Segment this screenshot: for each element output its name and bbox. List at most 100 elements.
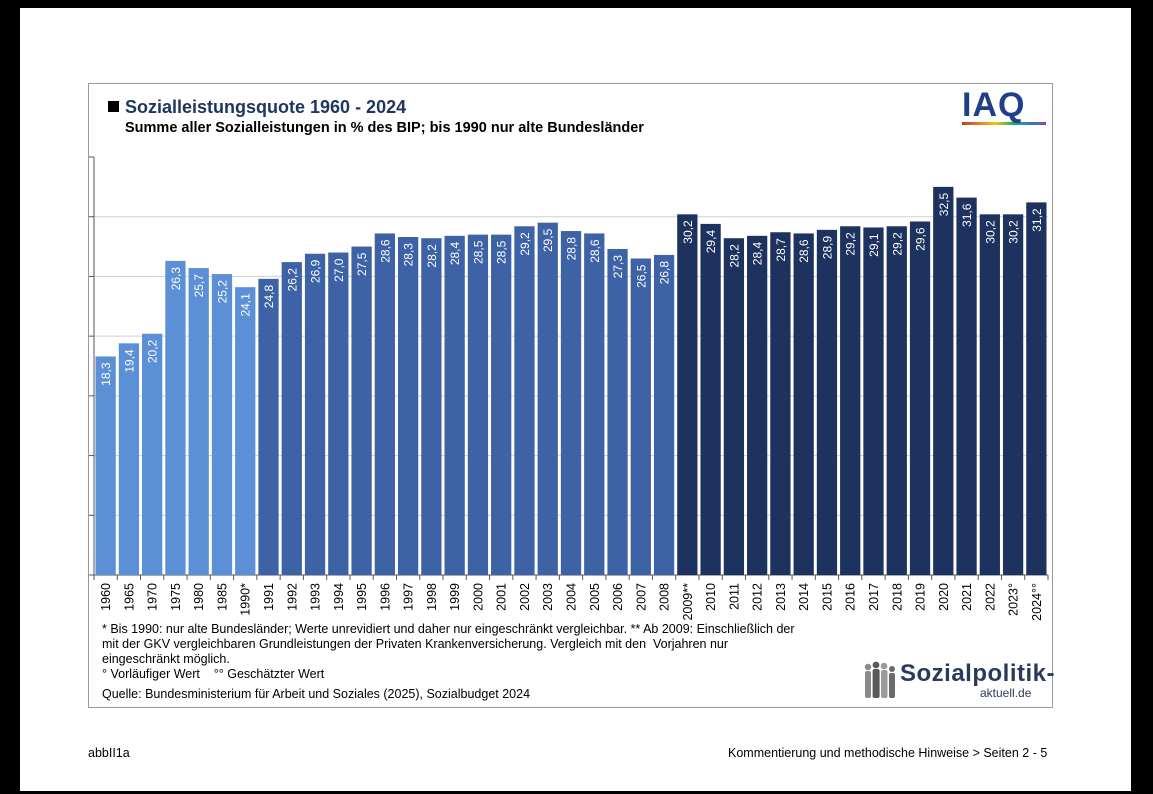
- value-label: 24,8: [262, 284, 276, 308]
- bar: [118, 343, 140, 575]
- category-label: 1970: [146, 583, 160, 611]
- bar: [258, 278, 279, 575]
- value-label: 29,1: [867, 233, 881, 257]
- bar: [793, 233, 814, 576]
- bar: [514, 226, 535, 576]
- value-label: 28,7: [774, 238, 788, 262]
- category-label: 2023°: [1007, 583, 1021, 616]
- iaq-logo: IAQ: [962, 88, 1048, 130]
- bar: [421, 238, 442, 575]
- value-label: 26,3: [169, 267, 183, 291]
- value-label: 30,2: [983, 220, 997, 244]
- value-label: 28,4: [448, 242, 462, 266]
- category-label: 2018: [890, 583, 904, 611]
- iaq-logo-text: IAQ: [962, 86, 1026, 124]
- category-label: 1965: [122, 583, 136, 611]
- bar: [374, 233, 395, 576]
- category-label: 2016: [844, 583, 858, 611]
- category-label: 1999: [448, 583, 462, 611]
- value-label: 28,2: [727, 244, 741, 268]
- bar: [397, 237, 419, 575]
- value-label: 30,2: [1007, 220, 1021, 244]
- value-label: 32,5: [937, 193, 951, 217]
- value-label: 25,7: [192, 274, 206, 298]
- value-label: 26,8: [658, 261, 672, 285]
- bar: [142, 333, 163, 575]
- category-label: 1985: [215, 583, 229, 611]
- category-label: 1993: [309, 583, 323, 611]
- bar: [677, 214, 698, 575]
- value-label: 28,6: [797, 239, 811, 263]
- bar: [700, 223, 721, 575]
- value-label: 28,3: [402, 243, 416, 267]
- value-label: 26,9: [309, 259, 323, 283]
- category-label: 2011: [727, 583, 741, 610]
- bar: [607, 248, 628, 575]
- bar: [560, 231, 582, 575]
- chart-source: Quelle: Bundesministerium für Arbeit und…: [102, 687, 531, 701]
- category-label: 2024°°: [1030, 583, 1044, 621]
- note-line: mit der GKV vergleichbaren Grundleistung…: [102, 637, 729, 651]
- chart-notes: * Bis 1990: nur alte Bundesländer; Werte…: [102, 622, 842, 682]
- value-label: 28,8: [565, 237, 579, 261]
- bar: [1002, 214, 1024, 575]
- category-label: 1994: [332, 583, 346, 611]
- people-icon: [864, 661, 895, 698]
- bar: [1026, 202, 1047, 575]
- footer-right: Kommentierung und methodische Hinweise >…: [728, 746, 1048, 760]
- bar: [351, 246, 372, 576]
- chart-title: Sozialleistungsquote 1960 - 2024: [125, 97, 407, 117]
- category-label: 2020: [937, 583, 951, 611]
- category-label: 1991: [262, 583, 276, 611]
- bar: [933, 186, 954, 575]
- category-label: 2009**: [681, 583, 695, 621]
- bar: [653, 254, 675, 575]
- category-label: 1992: [285, 583, 299, 611]
- value-label: 28,5: [471, 240, 485, 264]
- bar: [723, 238, 745, 575]
- category-label: 1995: [355, 583, 369, 611]
- category-label: 2021: [960, 583, 974, 611]
- bar: [979, 214, 1000, 575]
- value-label: 26,2: [285, 268, 299, 292]
- sozialpolitik-logo-subtext: aktuell.de: [980, 686, 1032, 700]
- note-line: * Bis 1990: nur alte Bundesländer; Werte…: [102, 622, 795, 636]
- value-label: 29,2: [518, 232, 532, 256]
- category-label: 2013: [774, 583, 788, 611]
- value-label: 28,2: [425, 244, 439, 268]
- bar: [770, 232, 791, 576]
- bar: [211, 274, 233, 575]
- category-label: 2003: [541, 583, 555, 611]
- value-label: 19,4: [122, 349, 136, 373]
- value-label: 28,6: [588, 239, 602, 263]
- value-label: 26,5: [634, 264, 648, 288]
- note-line: ° Vorläufiger Wert °° Geschätzter Wert: [102, 667, 325, 681]
- value-label: 31,6: [960, 203, 974, 227]
- note-line: eingeschränkt möglich.: [102, 652, 230, 666]
- bar: [281, 262, 302, 575]
- bar: [491, 234, 512, 575]
- bar: [95, 356, 116, 575]
- category-label: 2007: [634, 583, 648, 611]
- category-label: 2012: [751, 583, 765, 611]
- bar: [840, 226, 861, 576]
- value-label: 18,3: [99, 362, 113, 386]
- bar: [630, 258, 651, 575]
- value-label: 29,5: [541, 228, 555, 252]
- sozialpolitik-logo-text: Sozialpolitik-: [900, 660, 1056, 687]
- category-label: 2008: [658, 583, 672, 611]
- value-label: 24,1: [239, 293, 253, 317]
- value-label: 29,6: [914, 227, 928, 251]
- category-label: 2000: [471, 583, 485, 611]
- category-label: 2015: [820, 583, 834, 611]
- value-label: 27,5: [355, 252, 369, 276]
- value-label: 30,2: [681, 220, 695, 244]
- bar: [444, 235, 465, 575]
- value-label: 25,2: [215, 280, 229, 304]
- category-label: 2022: [983, 583, 997, 611]
- category-label: 2005: [588, 583, 602, 611]
- title-bullet: [108, 101, 119, 112]
- value-label: 29,2: [844, 232, 858, 256]
- category-label: 2004: [565, 583, 579, 611]
